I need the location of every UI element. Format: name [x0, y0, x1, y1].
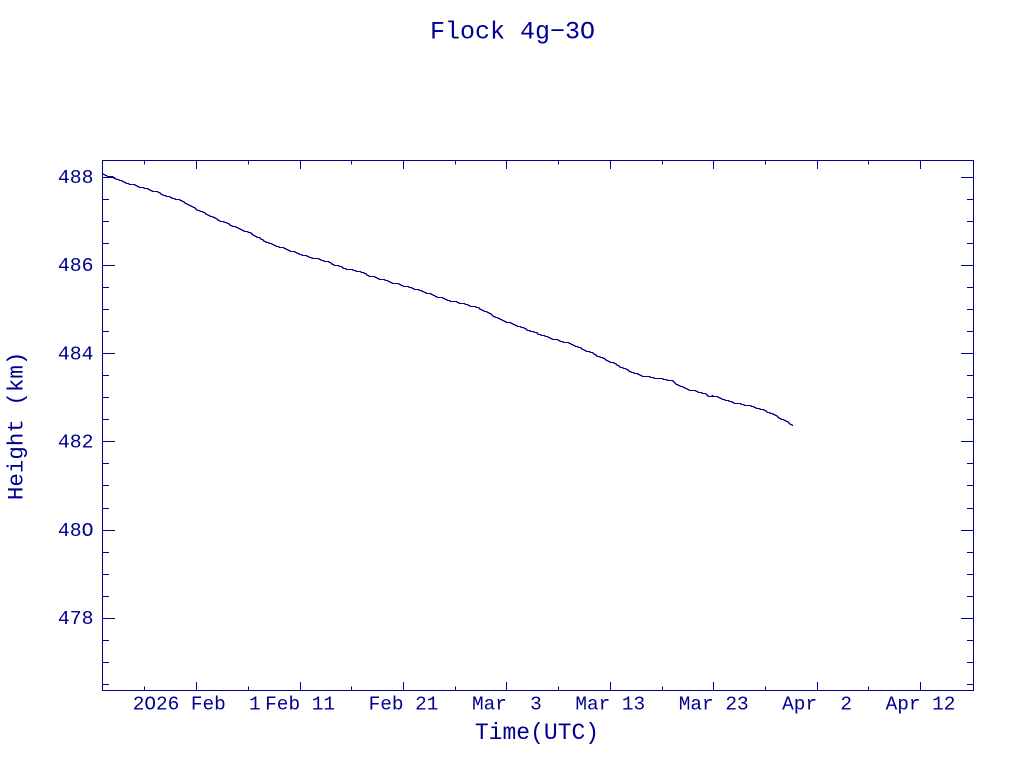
svg-text:Mar 13: Mar 13 [575, 694, 645, 716]
svg-text:Height (km): Height (km) [3, 352, 29, 501]
svg-text:482: 482 [58, 432, 94, 454]
svg-text:Time(UTC): Time(UTC) [475, 720, 599, 746]
svg-text:484: 484 [58, 343, 94, 365]
svg-text:Feb 21: Feb 21 [369, 694, 439, 716]
svg-text:Apr 2: Apr 2 [782, 694, 852, 716]
svg-text:486: 486 [58, 255, 94, 277]
svg-text:Flock 4g−3O: Flock 4g−3O [430, 17, 595, 46]
svg-text:2O26 Feb 1: 2O26 Feb 1 [133, 694, 261, 716]
svg-text:Mar 23: Mar 23 [679, 694, 749, 716]
svg-text:48O: 48O [58, 520, 94, 542]
svg-text:Mar 3: Mar 3 [472, 694, 542, 716]
svg-text:Apr 12: Apr 12 [886, 694, 956, 716]
svg-text:Feb 11: Feb 11 [265, 694, 335, 716]
svg-text:488: 488 [58, 167, 94, 189]
svg-text:478: 478 [58, 608, 94, 630]
